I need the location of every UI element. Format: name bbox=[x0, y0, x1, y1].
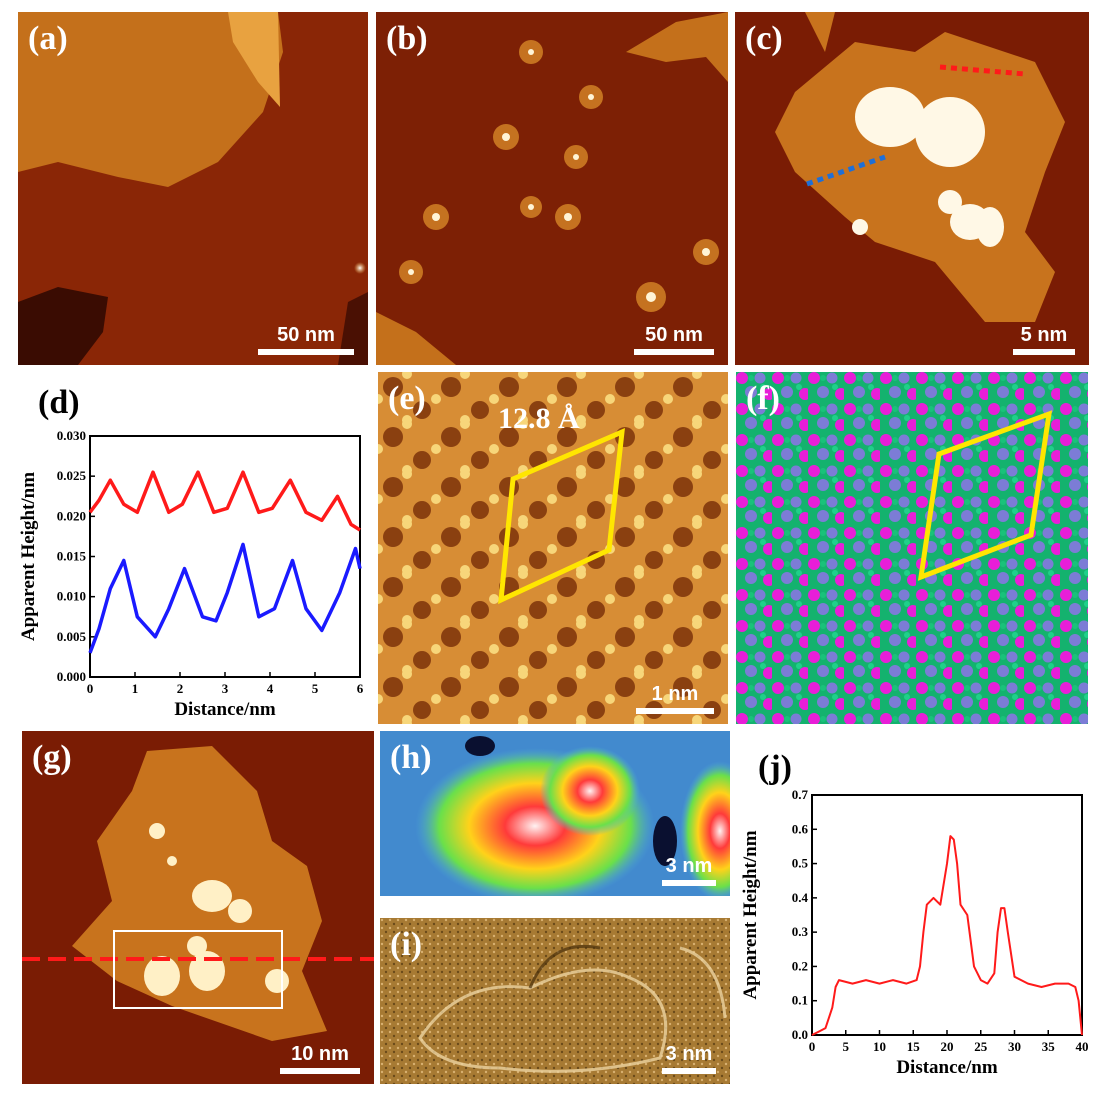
unit-cell-length-annotation: 12.8 Å bbox=[498, 402, 580, 435]
stm-image-e: (e) 12.8 Å 1 nm bbox=[378, 372, 728, 724]
scale-bar-b-text: 50 nm bbox=[645, 324, 703, 346]
chart-d: 0 1 2 3 4 5 6 0.000 0.005 0.010 0.015 0.020 0.025 0.0… bbox=[14, 372, 370, 724]
chart-j-svg: 0 5 10 15 20 25 30 35 40 0.0 0.1 0.2 0.3 0.4 0.5 0.6 0.7… bbox=[740, 787, 1089, 1078]
panel-label-h: (h) bbox=[390, 739, 432, 776]
x-tick-label: 15 bbox=[907, 1039, 921, 1054]
panel-label-a: (a) bbox=[28, 20, 68, 57]
x-tick-label: 40 bbox=[1076, 1039, 1089, 1054]
scale-bar-c: 5 nm bbox=[1013, 324, 1075, 355]
scale-bar-i-line bbox=[662, 1068, 716, 1074]
scale-bar-g-line bbox=[280, 1068, 360, 1074]
atomic-model-f: (f) bbox=[736, 372, 1088, 724]
stm-image-b: (b) 50 nm bbox=[376, 12, 728, 365]
stm-image-a: (a) 50 nm bbox=[18, 12, 368, 365]
scale-bar-a-text: 50 nm bbox=[277, 324, 335, 346]
stm-image-a-graphic bbox=[18, 12, 368, 365]
y-tick-label: 0.005 bbox=[57, 629, 87, 644]
panel-label-j: (j) bbox=[758, 749, 792, 786]
y-tick-label: 0.0 bbox=[792, 1027, 808, 1042]
panel-label-e: (e) bbox=[388, 380, 426, 417]
series-line-0 bbox=[811, 835, 1083, 1036]
scale-bar-h-text: 3 nm bbox=[665, 855, 713, 877]
panel-label-i: (i) bbox=[390, 926, 423, 963]
panel-label-c: (c) bbox=[745, 20, 783, 57]
x-axis-label: Distance/nm bbox=[174, 699, 276, 720]
scale-bar-g-text: 10 nm bbox=[291, 1043, 349, 1065]
x-tick-label: 30 bbox=[1008, 1039, 1021, 1054]
stm-image-c: (c) 5 nm bbox=[735, 12, 1089, 365]
scale-bar-a-line bbox=[258, 349, 354, 355]
y-tick-label: 0.6 bbox=[792, 821, 809, 836]
x-tick-label: 5 bbox=[843, 1039, 850, 1054]
scale-bar-c-text: 5 nm bbox=[1020, 324, 1068, 346]
y-tick-label: 0.015 bbox=[57, 549, 87, 564]
stm-colormap-h: (h) 3 nm bbox=[380, 731, 730, 896]
panel-label-d: (d) bbox=[38, 384, 80, 421]
scale-bar-b-line bbox=[634, 349, 714, 355]
scale-bar-g: 10 nm bbox=[280, 1043, 360, 1074]
x-tick-label: 1 bbox=[132, 681, 139, 696]
y-tick-label: 0.3 bbox=[792, 924, 809, 939]
scale-bar-c-line bbox=[1013, 349, 1075, 355]
scale-bar-e-text: 1 nm bbox=[651, 683, 699, 705]
stm-image-g: (g) 10 nm bbox=[22, 731, 374, 1084]
plot-frame bbox=[811, 794, 1083, 1036]
scale-bar-a: 50 nm bbox=[258, 324, 354, 355]
x-tick-label: 35 bbox=[1042, 1039, 1056, 1054]
y-tick-label: 0.020 bbox=[57, 508, 86, 523]
atomic-model-f-graphic bbox=[736, 372, 1088, 724]
stm-image-c-graphic bbox=[735, 12, 1089, 365]
x-axis-label: Distance/nm bbox=[896, 1057, 998, 1078]
x-tick-label: 20 bbox=[941, 1039, 954, 1054]
panel-label-g: (g) bbox=[32, 739, 72, 776]
scale-bar-h-line bbox=[662, 880, 716, 886]
stm-image-g-graphic bbox=[22, 731, 374, 1084]
y-tick-label: 0.5 bbox=[792, 856, 809, 871]
y-tick-label: 0.025 bbox=[57, 468, 87, 483]
scale-bar-h: 3 nm bbox=[662, 855, 716, 886]
chart-d-svg: 0 1 2 3 4 5 6 0.000 0.005 0.010 0.015 0.020 0.025 0.0… bbox=[18, 428, 364, 720]
series-line-1 bbox=[88, 542, 362, 654]
stm-image-e-graphic bbox=[378, 372, 728, 724]
plot-frame bbox=[89, 435, 361, 678]
scale-bar-i-text: 3 nm bbox=[665, 1043, 713, 1065]
y-axis-label: Apparent Height/nm bbox=[18, 472, 39, 641]
y-tick-label: 0.4 bbox=[792, 890, 809, 905]
panel-label-f: (f) bbox=[746, 380, 780, 417]
scale-bar-i: 3 nm bbox=[662, 1043, 716, 1074]
y-axis-label: Apparent Height/nm bbox=[740, 830, 761, 999]
stm-derivative-i: (i) 3 nm bbox=[380, 918, 730, 1084]
y-tick-label: 0.010 bbox=[57, 589, 86, 604]
x-tick-label: 25 bbox=[974, 1039, 988, 1054]
series-line-0 bbox=[88, 470, 361, 532]
y-tick-label: 0.7 bbox=[792, 787, 809, 802]
x-tick-label: 3 bbox=[222, 681, 229, 696]
stm-image-b-graphic bbox=[376, 12, 728, 365]
y-tick-label: 0.030 bbox=[57, 428, 86, 443]
y-tick-label: 0.1 bbox=[792, 993, 808, 1008]
scale-bar-e: 1 nm bbox=[636, 683, 714, 714]
y-tick-label: 0.2 bbox=[792, 958, 808, 973]
stm-colormap-h-graphic bbox=[380, 731, 730, 896]
chart-j: 0 5 10 15 20 25 30 35 40 0.0 0.1 0.2 0.3 0.4 0.5 0.6 0.7… bbox=[736, 735, 1092, 1087]
x-tick-label: 5 bbox=[312, 681, 319, 696]
x-tick-label: 10 bbox=[873, 1039, 886, 1054]
y-tick-label: 0.000 bbox=[57, 669, 86, 684]
x-tick-label: 6 bbox=[357, 681, 364, 696]
x-tick-label: 0 bbox=[809, 1039, 816, 1054]
scale-bar-e-line bbox=[636, 708, 714, 714]
x-tick-label: 2 bbox=[177, 681, 184, 696]
x-tick-label: 0 bbox=[87, 681, 94, 696]
stm-derivative-i-graphic bbox=[380, 918, 730, 1084]
panel-label-b: (b) bbox=[386, 20, 428, 57]
x-tick-label: 4 bbox=[267, 681, 274, 696]
scale-bar-b: 50 nm bbox=[634, 324, 714, 355]
